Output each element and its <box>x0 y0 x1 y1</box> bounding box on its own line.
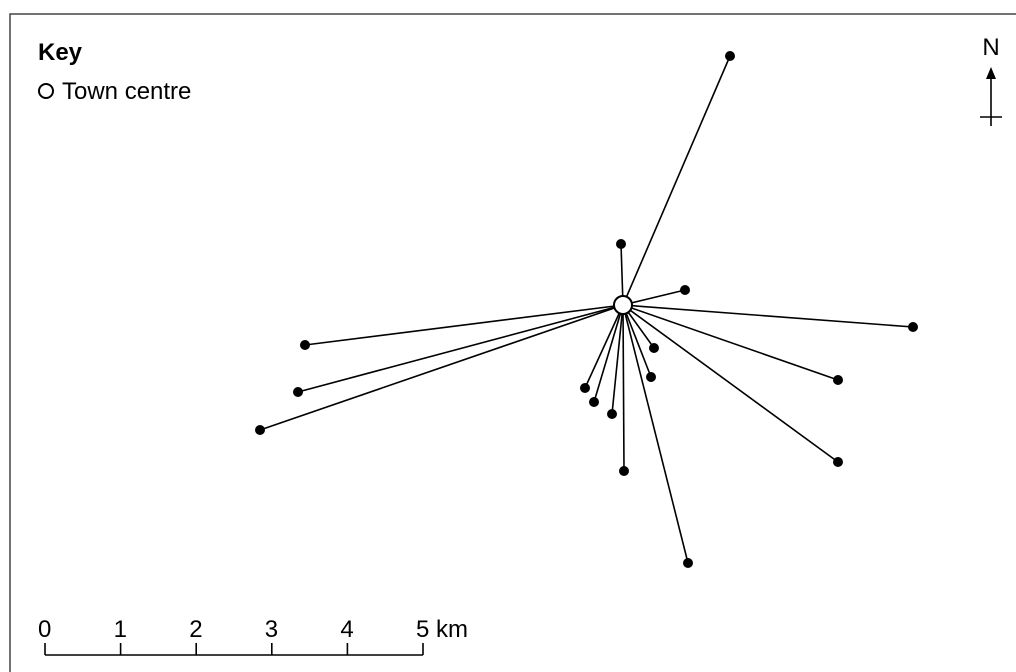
desire-line <box>622 304 914 328</box>
scale-label: 4 <box>340 616 353 643</box>
desire-line <box>611 304 624 415</box>
origin-point <box>908 322 918 332</box>
key-label: Town centre <box>62 78 191 105</box>
origin-point <box>725 51 735 61</box>
origin-point <box>619 466 629 476</box>
desire-line <box>593 304 624 403</box>
origin-point <box>293 387 303 397</box>
desire-line <box>584 304 624 389</box>
origin-point <box>580 383 590 393</box>
origin-point <box>589 397 599 407</box>
scale-label: 2 <box>189 616 202 643</box>
desire-line <box>622 304 839 381</box>
desire-line <box>259 304 624 431</box>
scale-label: 0 <box>38 616 51 643</box>
desire-line <box>620 243 624 306</box>
town-centre <box>613 295 633 315</box>
north-arrowhead <box>986 67 996 79</box>
desire-line <box>297 304 624 393</box>
origin-point <box>680 285 690 295</box>
desire-lines <box>259 55 914 564</box>
scale-label: 1 <box>114 616 127 643</box>
key-title: Key <box>38 39 83 66</box>
scale-bar: 0 1 2 3 4 5 km <box>38 616 468 656</box>
origin-point <box>646 372 656 382</box>
desire-line <box>622 55 731 306</box>
desire-line <box>622 304 839 463</box>
desire-line <box>622 304 652 378</box>
desire-line <box>622 289 686 306</box>
origin-point <box>300 340 310 350</box>
desire-line <box>622 304 689 564</box>
scale-label: 3 <box>265 616 278 643</box>
origin-point <box>255 425 265 435</box>
origin-point <box>607 409 617 419</box>
desire-line <box>304 304 624 346</box>
origin-point <box>833 375 843 385</box>
desire-line <box>622 304 625 472</box>
origin-point <box>833 457 843 467</box>
origin-point <box>616 239 626 249</box>
key-symbol <box>38 83 54 99</box>
origins <box>255 51 918 568</box>
origin-point <box>683 558 693 568</box>
origin-point <box>649 343 659 353</box>
scale-label: 5 km <box>416 616 468 643</box>
north-label: N <box>982 34 999 61</box>
